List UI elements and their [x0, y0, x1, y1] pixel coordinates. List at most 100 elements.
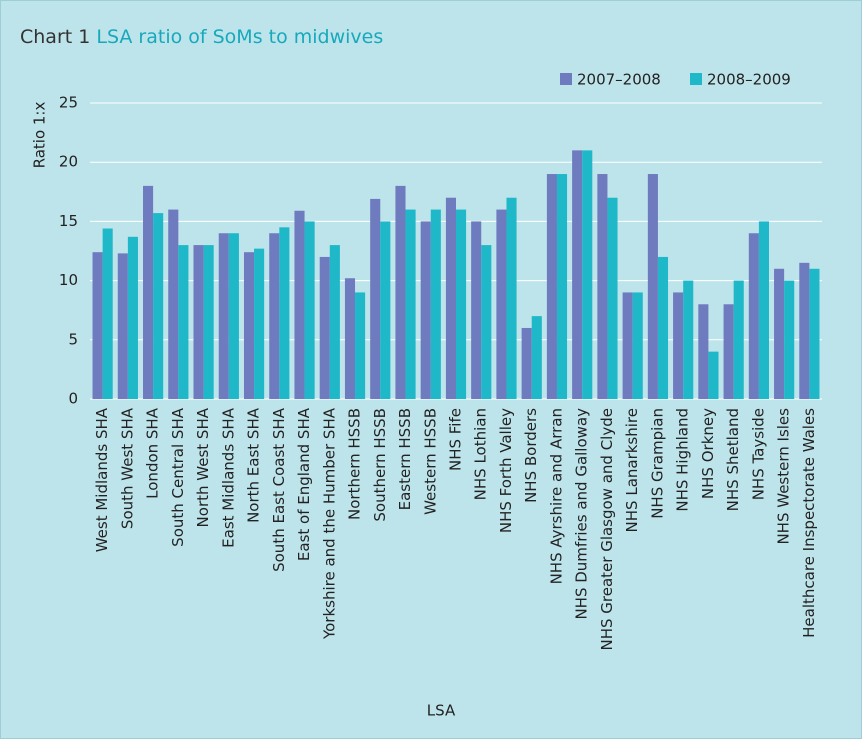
- x-tick-label: North West SHA: [194, 407, 212, 527]
- bar: [784, 280, 795, 399]
- bar: [698, 304, 709, 399]
- y-tick-label: 25: [59, 94, 78, 112]
- title-number: Chart 1: [20, 26, 90, 48]
- title-text: LSA ratio of SoMs to midwives: [96, 26, 383, 48]
- legend-swatch: [690, 73, 702, 85]
- bar: [380, 221, 391, 399]
- bar: [632, 292, 643, 399]
- bar: [607, 197, 618, 399]
- y-tick-label: 10: [59, 271, 78, 289]
- bar: [102, 228, 113, 399]
- x-tick-label: NHS Grampian: [648, 408, 666, 519]
- y-tick-label: 15: [59, 212, 78, 230]
- x-tick-label: South East Coast SHA: [270, 407, 288, 572]
- bar: [471, 221, 482, 399]
- x-tick-label: East of England SHA: [295, 407, 313, 561]
- bar: [279, 227, 290, 399]
- bar: [319, 256, 330, 399]
- chart-title: Chart 1 LSA ratio of SoMs to midwives: [20, 26, 383, 48]
- x-tick-label: East Midlands SHA: [219, 407, 237, 548]
- bar: [218, 233, 229, 399]
- bar: [723, 304, 734, 399]
- bar: [531, 316, 542, 399]
- legend-swatch: [560, 73, 572, 85]
- x-tick-label: NHS Dumfries and Galloway: [573, 408, 591, 620]
- bar: [430, 209, 441, 399]
- bar: [799, 262, 810, 399]
- x-tick-label: NHS Greater Glasgow and Clyde: [598, 408, 616, 651]
- x-tick-label: South Central SHA: [169, 407, 187, 547]
- x-tick-label: Western HSSB: [421, 408, 439, 515]
- bar: [168, 209, 179, 399]
- bar: [395, 185, 406, 399]
- bar: [405, 209, 416, 399]
- bar: [683, 280, 694, 399]
- x-tick-label: NHS Highland: [674, 408, 692, 512]
- bar: [506, 197, 517, 399]
- y-tick-label: 20: [59, 153, 78, 171]
- bar: [748, 233, 759, 399]
- bar: [556, 174, 568, 399]
- bar: [127, 236, 138, 399]
- bar: [546, 174, 557, 399]
- bar: [355, 292, 366, 399]
- x-tick-label: Eastern HSSB: [396, 408, 414, 510]
- bar: [481, 245, 492, 399]
- bar: [774, 268, 785, 399]
- y-axis-title: Ratio 1:x: [31, 102, 49, 169]
- bar: [178, 245, 189, 399]
- bar: [203, 245, 214, 399]
- legend-label: 2008–2009: [707, 71, 791, 89]
- x-tick-label: NHS Western Isles: [775, 408, 793, 545]
- bar: [143, 185, 154, 399]
- bar: [193, 245, 204, 399]
- bar: [117, 253, 128, 399]
- x-tick-label: NHS Orkney: [699, 408, 717, 499]
- bar: [809, 268, 820, 399]
- x-axis-title: LSA: [427, 702, 456, 720]
- bar: [597, 174, 608, 399]
- legend-label: 2007–2008: [577, 71, 661, 89]
- bar: [647, 174, 658, 399]
- bar: [496, 209, 507, 399]
- bar: [370, 198, 381, 399]
- bar: [758, 221, 769, 399]
- bar: [622, 292, 633, 399]
- bar: [572, 150, 583, 399]
- bar: [304, 221, 315, 399]
- x-tick-label: NHS Forth Valley: [497, 408, 515, 533]
- x-tick-label: NHS Lanarkshire: [623, 408, 641, 532]
- y-tick-label: 0: [68, 390, 78, 408]
- x-tick-label: Southern HSSB: [371, 408, 389, 522]
- bar: [657, 256, 669, 399]
- bar: [294, 210, 305, 399]
- bar: [92, 252, 103, 399]
- x-tick-label: Yorkshire and the Humber SHA: [320, 407, 338, 640]
- x-tick-label: Healthcare Inspectorate Wales: [800, 408, 818, 638]
- x-tick-label: South West SHA: [118, 407, 136, 529]
- x-tick-label: NHS Fife: [447, 408, 465, 471]
- bar: [228, 233, 239, 399]
- x-tick-label: NHS Borders: [522, 408, 540, 503]
- bar: [673, 292, 684, 399]
- x-tick-label: Northern HSSB: [346, 408, 364, 520]
- bar: [344, 278, 356, 399]
- x-tick-label: NHS Lothian: [472, 408, 490, 500]
- bar: [254, 248, 265, 399]
- bar: [733, 280, 744, 399]
- x-tick-label: NHS Ayrshire and Arran: [547, 408, 565, 584]
- y-tick-label: 5: [68, 330, 78, 348]
- x-tick-label: NHS Shetland: [724, 408, 742, 511]
- x-tick-label: London SHA: [144, 407, 162, 499]
- bar: [329, 245, 340, 399]
- bar: [420, 221, 431, 399]
- x-tick-label: NHS Tayside: [749, 408, 767, 500]
- bar: [269, 233, 280, 399]
- x-tick-label: West Midlands SHA: [93, 407, 111, 552]
- bar: [153, 213, 164, 399]
- bar: [521, 327, 532, 399]
- bar: [582, 150, 593, 399]
- bar: [243, 252, 255, 399]
- bar: [445, 197, 456, 399]
